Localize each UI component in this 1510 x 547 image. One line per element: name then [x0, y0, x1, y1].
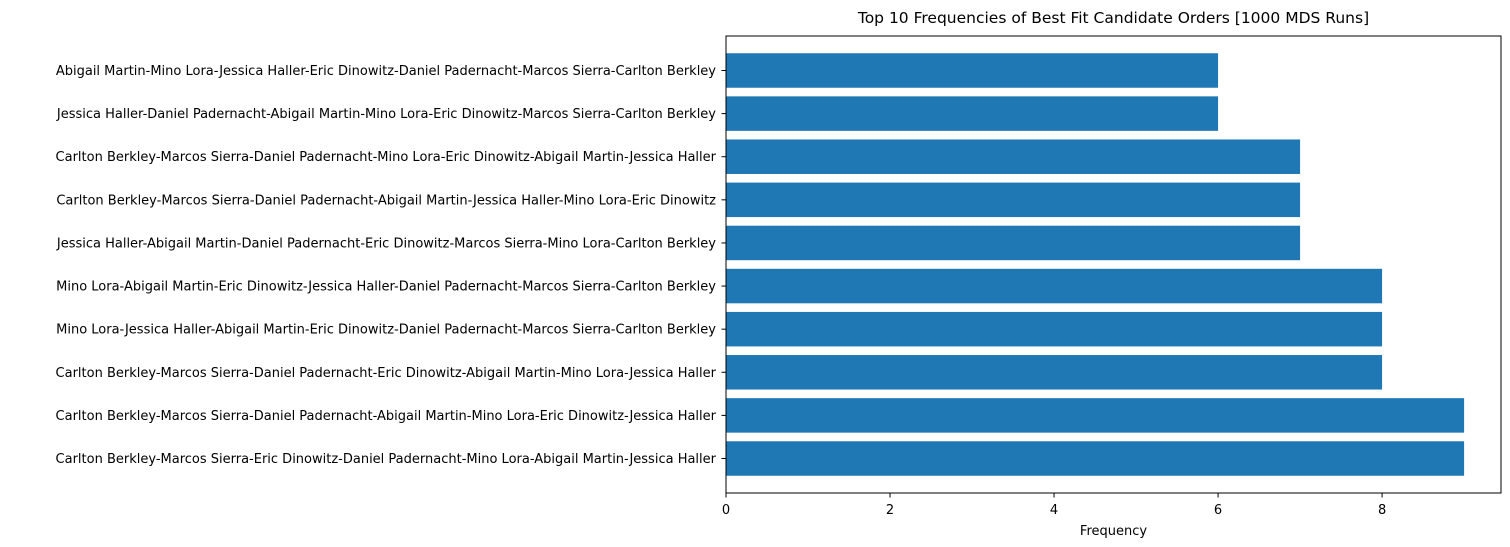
x-tick-label: 4 — [1050, 503, 1058, 518]
plot-frame — [725, 35, 1502, 494]
y-tick-label: Abigail Martin-Mino Lora-Jessica Haller-… — [56, 64, 716, 79]
bar — [726, 311, 1383, 347]
bar — [726, 398, 1465, 433]
bar — [726, 355, 1383, 390]
bar — [726, 139, 1301, 174]
y-tick-label: Carlton Berkley-Marcos Sierra-Daniel Pad… — [56, 409, 717, 424]
x-tick-label: 8 — [1378, 503, 1386, 518]
bar — [726, 268, 1383, 304]
y-tick-label: Carlton Berkley-Marcos Sierra-Daniel Pad… — [56, 193, 716, 208]
axes-frame — [725, 35, 1502, 494]
x-tick-label: 2 — [886, 503, 894, 518]
bar — [726, 96, 1219, 131]
y-axis-ticks: Carlton Berkley-Marcos Sierra-Eric Dinow… — [56, 64, 726, 467]
y-tick-label: Mino Lora-Abigail Martin-Eric Dinowitz-J… — [56, 280, 716, 295]
bar — [726, 441, 1465, 476]
bar — [726, 182, 1301, 218]
y-tick-label: Mino Lora-Jessica Haller-Abigail Martin-… — [56, 323, 716, 338]
y-tick-label: Jessica Haller-Abigail Martin-Daniel Pad… — [56, 236, 716, 251]
chart-title: Top 10 Frequencies of Best Fit Candidate… — [857, 9, 1369, 27]
bar — [726, 225, 1301, 261]
x-tick-label: 0 — [722, 503, 730, 518]
y-tick-label: Jessica Haller-Daniel Padernacht-Abigail… — [56, 107, 716, 122]
x-tick-label: 6 — [1214, 503, 1222, 518]
x-axis-ticks: 0 2 4 6 8 — [722, 493, 1386, 518]
y-tick-label: Carlton Berkley-Marcos Sierra-Eric Dinow… — [56, 452, 717, 467]
bar — [726, 53, 1219, 88]
x-axis-title: Frequency — [1080, 524, 1147, 539]
bars-layer — [726, 53, 1465, 476]
y-tick-label: Carlton Berkley-Marcos Sierra-Daniel Pad… — [56, 150, 717, 165]
y-tick-label: Carlton Berkley-Marcos Sierra-Daniel Pad… — [56, 366, 717, 381]
